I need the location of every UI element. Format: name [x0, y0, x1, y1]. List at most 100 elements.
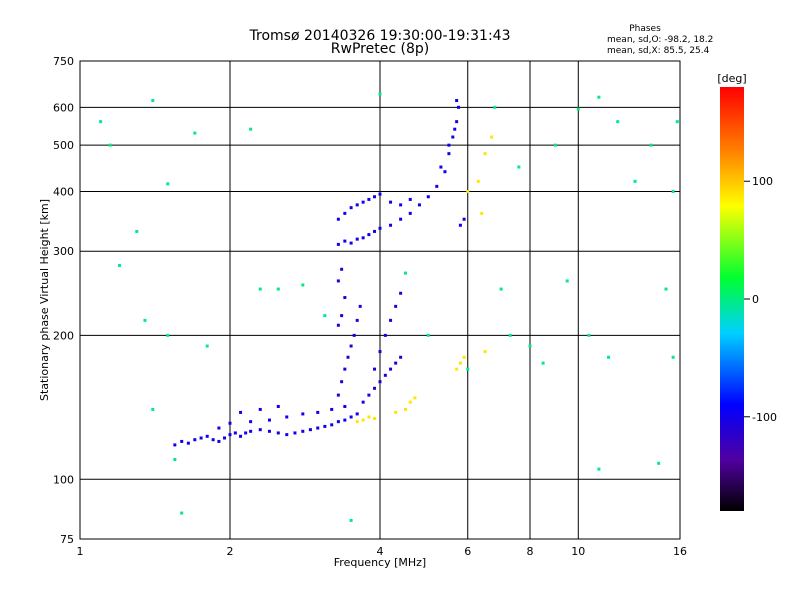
data-point [499, 287, 503, 291]
data-point [455, 367, 459, 371]
data-point [597, 467, 601, 471]
data-point [205, 434, 209, 438]
data-point [517, 165, 521, 169]
data-point [323, 424, 327, 428]
data-point [228, 433, 232, 437]
data-point [447, 152, 451, 156]
data-point [649, 143, 653, 147]
data-point [480, 211, 484, 215]
data-point [346, 355, 350, 359]
stats-heading: Phases [629, 24, 661, 34]
data-point [336, 279, 340, 283]
data-point [553, 143, 557, 147]
data-point [285, 415, 289, 419]
data-point [151, 407, 155, 411]
data-point [483, 350, 487, 354]
data-point [361, 418, 365, 422]
data-point [343, 296, 347, 300]
x-tick-label: 6 [464, 545, 471, 558]
data-point [447, 143, 451, 147]
data-point [336, 420, 340, 424]
grid-lines [79, 60, 681, 540]
data-point [349, 415, 353, 419]
data-point [308, 428, 312, 432]
chart-subtitle: RwPretec (8p) [331, 41, 429, 57]
data-point [233, 431, 237, 435]
data-point [258, 287, 262, 291]
data-point [367, 415, 371, 419]
data-point [664, 287, 668, 291]
data-point [276, 287, 280, 291]
data-point [352, 333, 356, 337]
data-point [166, 333, 170, 337]
data-point [671, 189, 675, 193]
data-point [239, 410, 243, 414]
data-point [373, 386, 377, 390]
data-point [426, 195, 430, 199]
chart-title: Tromsø 20140326 19:30:00-19:31:43 [249, 28, 511, 44]
data-point [633, 179, 637, 183]
data-point [541, 361, 545, 365]
data-point [355, 420, 359, 424]
y-tick-label: 100 [53, 473, 74, 486]
data-point [476, 179, 480, 183]
data-point [301, 412, 305, 416]
x-tick-labels: 1 2 4 6 8 10 16 [77, 545, 688, 558]
data-point [276, 404, 280, 408]
data-point [349, 518, 353, 522]
data-point [301, 283, 305, 287]
data-point [343, 239, 347, 243]
data-point [373, 195, 377, 199]
data-point [367, 197, 371, 201]
data-point [466, 367, 470, 371]
y-tick-label: 400 [53, 185, 74, 198]
data-point [199, 436, 203, 440]
data-point [108, 143, 112, 147]
data-point [373, 229, 377, 233]
data-point [378, 380, 382, 384]
data-point [675, 120, 679, 124]
data-point [323, 314, 327, 318]
data-point [378, 192, 382, 196]
data-point [458, 361, 462, 365]
data-point [343, 404, 347, 408]
data-point [399, 291, 403, 295]
y-tick-label: 750 [53, 55, 74, 68]
data-point [293, 431, 297, 435]
stats-x-mode: mean, sd,X: 85.5, 25.4 [607, 46, 710, 56]
data-point [343, 367, 347, 371]
data-point [483, 152, 487, 156]
data-point [267, 418, 271, 422]
data-point [361, 400, 365, 404]
data-point [455, 99, 459, 103]
data-point [408, 211, 412, 215]
data-point [285, 433, 289, 437]
data-point [217, 426, 221, 430]
data-point [462, 355, 466, 359]
colorbar-tick-label: -100 [752, 411, 777, 424]
colorbar-tick-label: 0 [752, 293, 759, 306]
data-point [193, 438, 197, 442]
data-point [211, 438, 215, 442]
data-point [565, 279, 569, 283]
data-point [671, 355, 675, 359]
data-point [244, 431, 248, 435]
data-point [394, 361, 398, 365]
data-point [355, 412, 359, 416]
data-point [180, 511, 184, 515]
y-tick-label: 200 [53, 329, 74, 342]
data-point [258, 428, 262, 432]
data-point [223, 436, 227, 440]
data-point [355, 203, 359, 207]
data-point [399, 203, 403, 207]
data-point [389, 223, 393, 227]
data-point [267, 429, 271, 433]
data-point [607, 355, 611, 359]
y-tick-label: 75 [60, 533, 74, 546]
data-point [399, 355, 403, 359]
data-point [451, 135, 455, 139]
x-tick-label: 8 [527, 545, 534, 558]
data-point [143, 318, 147, 322]
y-tick-label: 500 [53, 139, 74, 152]
data-point [493, 105, 497, 109]
